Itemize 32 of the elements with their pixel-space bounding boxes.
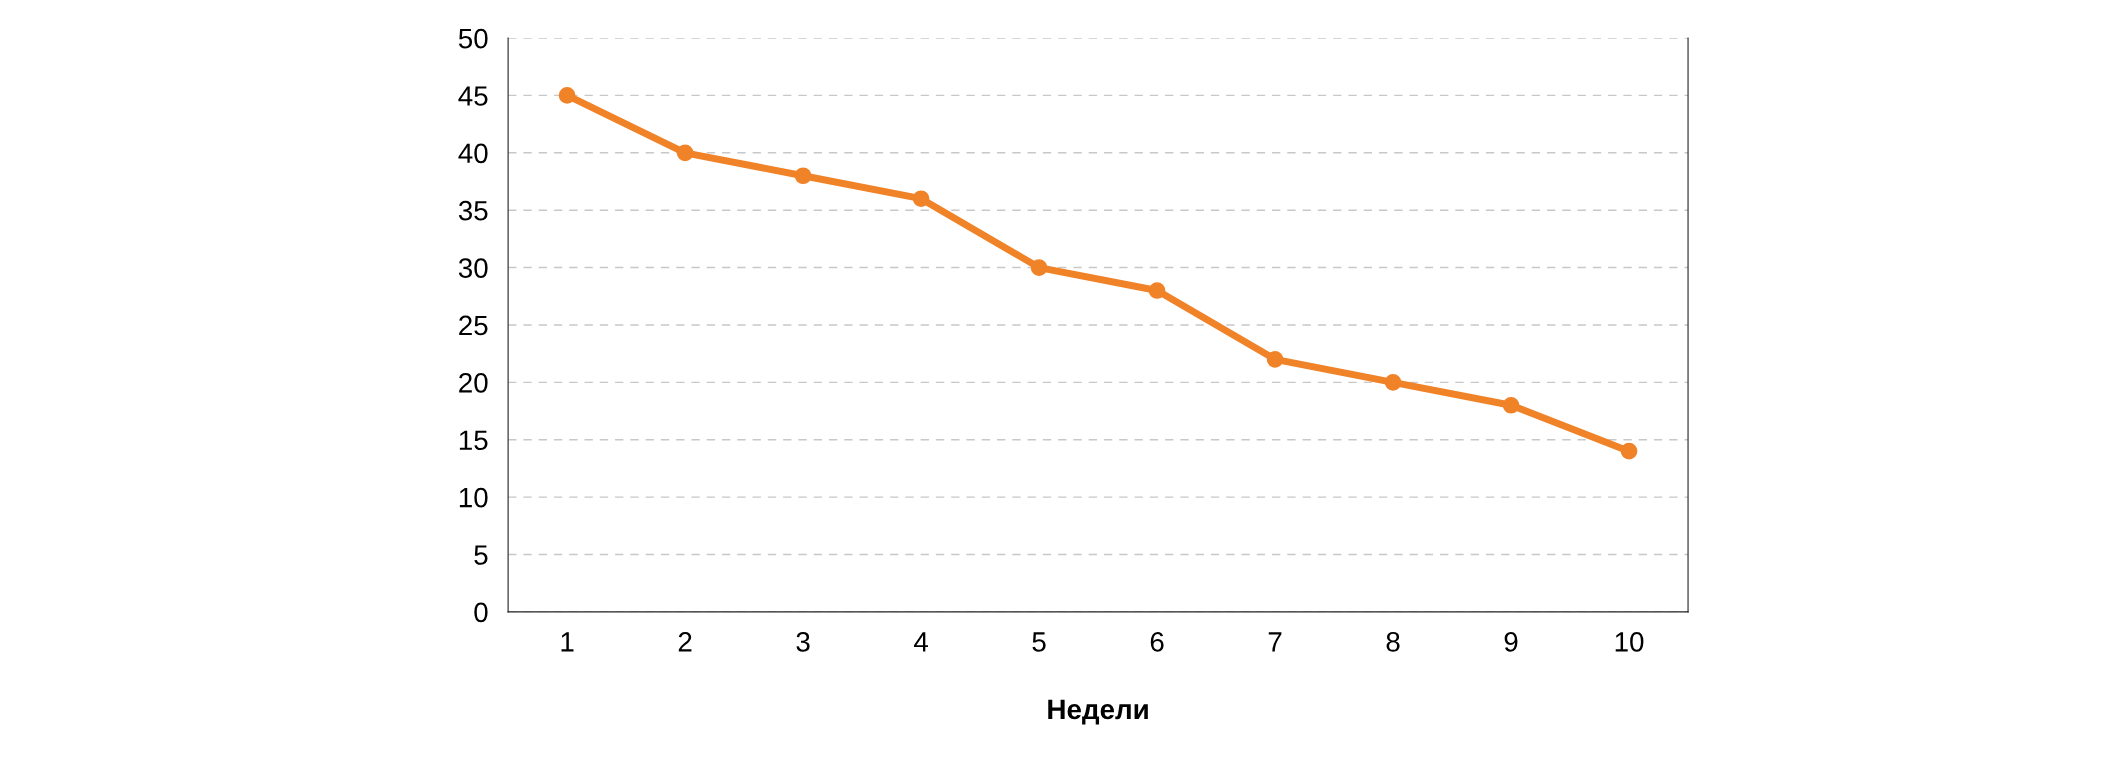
x-tick-label: 5 [1032, 632, 1046, 652]
x-tick-label: 2 [678, 632, 692, 652]
point [1030, 259, 1048, 276]
y-tick-label: 40 [458, 143, 488, 164]
x-tick-label: 7 [1268, 632, 1282, 652]
point [558, 87, 576, 104]
y-tick-label: 5 [474, 545, 488, 565]
point [1502, 396, 1520, 414]
point [1266, 351, 1284, 368]
x-tick-label: 4 [914, 632, 928, 652]
x-tick-label: 10 [1615, 632, 1644, 652]
point [794, 167, 812, 185]
x-axis-title: Недели [1048, 699, 1148, 725]
x-tick-label: 6 [1150, 632, 1164, 652]
x-tick-label: 9 [1504, 632, 1518, 652]
x-tick-label: 1 [561, 632, 574, 652]
y-tick-label: 30 [458, 258, 488, 278]
y-tick-label: 20 [459, 372, 488, 393]
point [912, 190, 930, 208]
point [1148, 282, 1166, 299]
y-tick-label: 0 [474, 602, 488, 623]
x-tick-label: 8 [1386, 632, 1400, 652]
y-tick-label: 25 [459, 315, 488, 336]
point [1384, 373, 1402, 391]
x-tick-label: 3 [796, 632, 810, 652]
y-tick-label: 50 [458, 28, 488, 49]
y-tick-label: 15 [459, 430, 488, 451]
point [1620, 442, 1638, 460]
y-tick-label: 45 [458, 86, 488, 106]
y-tick-label: 35 [458, 200, 488, 221]
y-tick-label: 10 [459, 487, 488, 508]
point [676, 144, 694, 162]
